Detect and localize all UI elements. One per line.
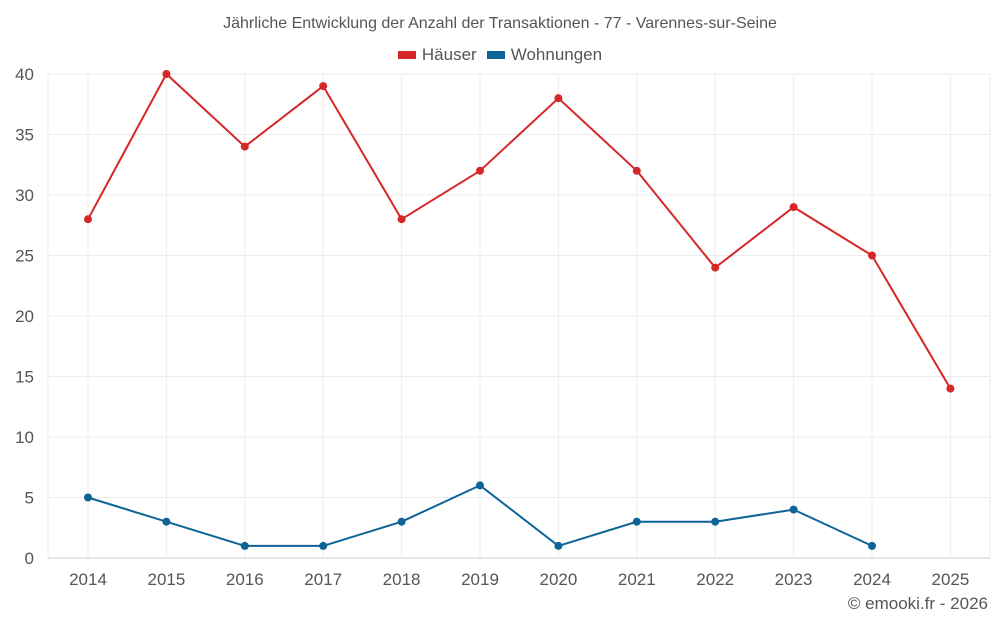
data-point-wohnungen [476,481,484,490]
y-tick-label: 10 [15,428,34,447]
data-point-wohnungen [632,517,641,526]
data-point-haeuser [868,251,876,260]
x-tick-label: 2020 [539,570,577,589]
y-tick-label: 35 [15,126,34,145]
x-tick-label: 2015 [147,570,185,589]
legend-label-wohnungen: Wohnungen [510,45,603,64]
data-point-haeuser [632,166,641,175]
data-point-haeuser [319,82,328,91]
data-point-wohnungen [554,541,563,550]
chart-title: Jährliche Entwicklung der Anzahl der Tra… [223,15,777,32]
x-tick-label: 2018 [383,570,421,589]
data-point-haeuser [162,70,171,78]
x-tick-label: 2017 [304,570,342,589]
x-tick-label: 2022 [696,570,734,589]
x-tick-label: 2021 [618,570,656,589]
y-tick-label: 5 [25,489,34,508]
data-point-haeuser [946,384,955,393]
x-tick-label: 2024 [853,570,891,589]
data-point-wohnungen [84,493,92,502]
data-point-haeuser [84,215,92,224]
data-point-wohnungen [711,517,720,526]
data-point-wohnungen [789,505,798,514]
y-tick-label: 40 [15,65,34,84]
legend-label-haeuser: Häuser [421,45,477,64]
y-tick-label: 25 [15,247,34,266]
y-tick-label: 30 [15,186,34,205]
data-point-haeuser [240,142,249,151]
legend-item-haeuser[interactable]: Häuser [397,45,477,65]
legend-item-wohnungen[interactable]: Wohnungen [486,45,603,65]
data-point-wohnungen [868,541,876,550]
series-line-haeuser [87,73,952,390]
data-point-wohnungen [162,517,171,526]
x-tick-label: 2025 [931,570,969,589]
credit-text: © emooki.fr - 2026 [847,594,988,613]
data-point-wohnungen [319,541,328,550]
legend: Häuser Wohnungen [0,45,1000,65]
data-point-wohnungen [240,541,249,550]
data-point-haeuser [397,215,406,224]
legend-swatch-haeuser [397,51,416,59]
y-tick-label: 0 [25,549,34,568]
data-point-haeuser [554,94,563,103]
x-tick-label: 2023 [775,570,813,589]
data-point-haeuser [789,203,798,212]
data-point-wohnungen [397,517,406,526]
x-tick-label: 2014 [69,570,107,589]
x-tick-label: 2019 [461,570,499,589]
legend-swatch-wohnungen [486,51,505,59]
y-tick-label: 15 [15,368,34,387]
data-point-haeuser [476,166,484,175]
x-tick-label: 2016 [226,570,264,589]
y-tick-label: 20 [15,307,34,326]
data-point-haeuser [711,263,720,272]
